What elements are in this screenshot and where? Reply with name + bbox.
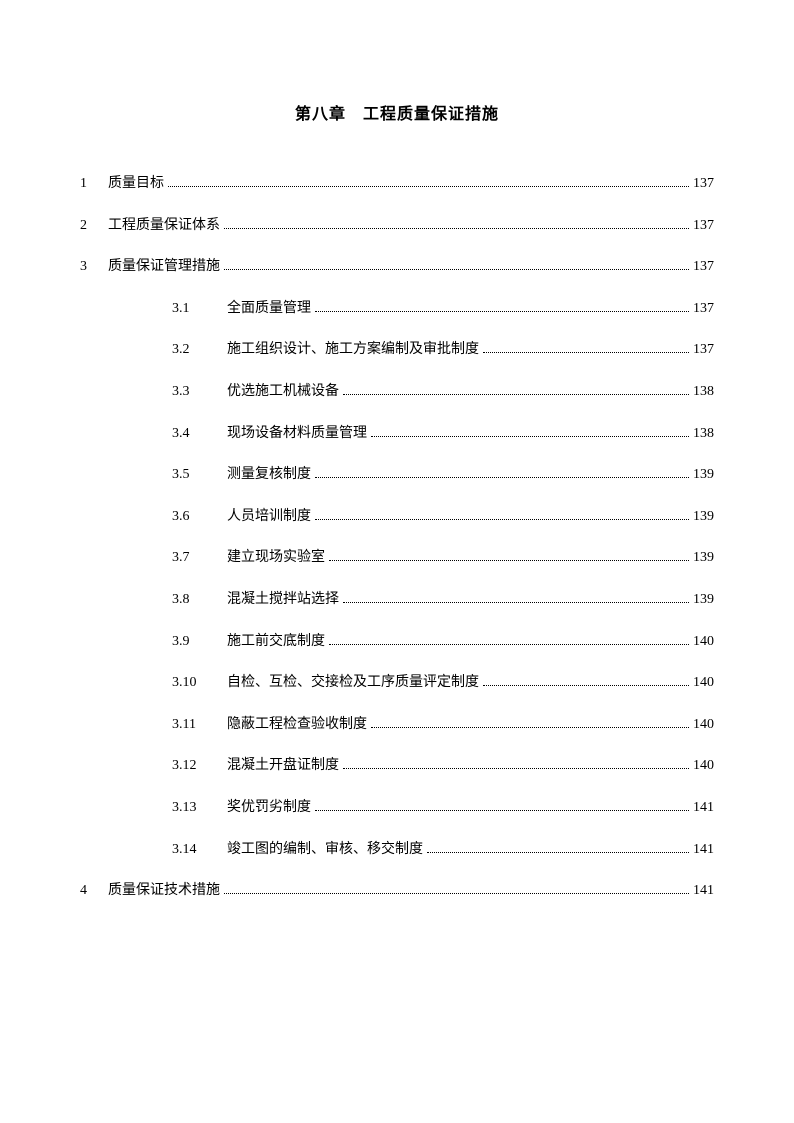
toc-page-number: 138 bbox=[693, 424, 714, 444]
toc-text: 优选施工机械设备 bbox=[227, 382, 339, 402]
toc-text: 现场设备材料质量管理 bbox=[227, 424, 367, 444]
toc-entry: 3.9施工前交底制度 140 bbox=[80, 632, 714, 652]
toc-entry: 3.7建立现场实验室 139 bbox=[80, 548, 714, 568]
toc-page-number: 137 bbox=[693, 299, 714, 319]
toc-leader-dots bbox=[315, 311, 689, 312]
table-of-contents: 1质量目标1372工程质量保证体系1373质量保证管理措施1373.1全面质量管… bbox=[80, 174, 714, 901]
toc-entry: 3.10自检、互检、交接检及工序质量评定制度 140 bbox=[80, 673, 714, 693]
toc-sub-number: 3.9 bbox=[172, 632, 227, 652]
toc-text: 混凝土搅拌站选择 bbox=[227, 590, 339, 610]
toc-text: 施工前交底制度 bbox=[227, 632, 325, 652]
toc-text: 奖优罚劣制度 bbox=[227, 798, 311, 818]
toc-text: 隐蔽工程检查验收制度 bbox=[227, 715, 367, 735]
toc-page-number: 138 bbox=[693, 382, 714, 402]
toc-page-number: 139 bbox=[693, 590, 714, 610]
toc-leader-dots bbox=[224, 228, 689, 229]
toc-leader-dots bbox=[315, 519, 689, 520]
toc-entry: 3.4现场设备材料质量管理 138 bbox=[80, 424, 714, 444]
toc-sub-number: 3.1 bbox=[172, 299, 227, 319]
toc-sub-number: 3.14 bbox=[172, 840, 227, 860]
toc-sub-number: 3.7 bbox=[172, 548, 227, 568]
toc-number: 4 bbox=[80, 881, 108, 901]
toc-sub-number: 3.5 bbox=[172, 465, 227, 485]
toc-leader-dots bbox=[371, 436, 689, 437]
toc-sub-number: 3.4 bbox=[172, 424, 227, 444]
toc-text: 质量保证技术措施 bbox=[108, 881, 220, 901]
toc-leader-dots bbox=[427, 852, 689, 853]
toc-sub-number: 3.10 bbox=[172, 673, 227, 693]
toc-page-number: 140 bbox=[693, 673, 714, 693]
toc-page-number: 140 bbox=[693, 632, 714, 652]
toc-leader-dots bbox=[329, 644, 689, 645]
toc-text: 质量保证管理措施 bbox=[108, 257, 220, 277]
toc-text: 测量复核制度 bbox=[227, 465, 311, 485]
toc-text: 施工组织设计、施工方案编制及审批制度 bbox=[227, 340, 479, 360]
toc-entry: 3.5测量复核制度 139 bbox=[80, 465, 714, 485]
toc-text: 质量目标 bbox=[108, 174, 164, 194]
toc-leader-dots bbox=[343, 602, 689, 603]
toc-entry: 3.12混凝土开盘证制度 140 bbox=[80, 756, 714, 776]
toc-page-number: 141 bbox=[693, 881, 714, 901]
toc-page-number: 137 bbox=[693, 340, 714, 360]
toc-leader-dots bbox=[483, 685, 689, 686]
toc-entry: 3.11隐蔽工程检查验收制度 140 bbox=[80, 715, 714, 735]
toc-leader-dots bbox=[315, 810, 689, 811]
toc-leader-dots bbox=[343, 768, 689, 769]
toc-page-number: 139 bbox=[693, 465, 714, 485]
toc-leader-dots bbox=[224, 893, 689, 894]
toc-entry: 2工程质量保证体系 137 bbox=[80, 216, 714, 236]
toc-entry: 4质量保证技术措施 141 bbox=[80, 881, 714, 901]
toc-text: 人员培训制度 bbox=[227, 507, 311, 527]
toc-entry: 3.8混凝土搅拌站选择 139 bbox=[80, 590, 714, 610]
toc-entry: 3.2施工组织设计、施工方案编制及审批制度 137 bbox=[80, 340, 714, 360]
toc-text: 全面质量管理 bbox=[227, 299, 311, 319]
toc-page-number: 137 bbox=[693, 174, 714, 194]
toc-leader-dots bbox=[483, 352, 689, 353]
toc-sub-number: 3.8 bbox=[172, 590, 227, 610]
toc-text: 混凝土开盘证制度 bbox=[227, 756, 339, 776]
toc-entry: 3.6人员培训制度 139 bbox=[80, 507, 714, 527]
toc-page-number: 141 bbox=[693, 798, 714, 818]
toc-sub-number: 3.2 bbox=[172, 340, 227, 360]
toc-sub-number: 3.12 bbox=[172, 756, 227, 776]
toc-leader-dots bbox=[168, 186, 689, 187]
toc-leader-dots bbox=[315, 477, 689, 478]
toc-entry: 3.14竣工图的编制、审核、移交制度 141 bbox=[80, 840, 714, 860]
toc-sub-number: 3.3 bbox=[172, 382, 227, 402]
toc-entry: 1质量目标 137 bbox=[80, 174, 714, 194]
toc-number: 1 bbox=[80, 174, 108, 194]
toc-text: 工程质量保证体系 bbox=[108, 216, 220, 236]
toc-sub-number: 3.6 bbox=[172, 507, 227, 527]
toc-page-number: 137 bbox=[693, 257, 714, 277]
toc-leader-dots bbox=[371, 727, 689, 728]
toc-page-number: 139 bbox=[693, 548, 714, 568]
chapter-title: 第八章 工程质量保证措施 bbox=[80, 100, 714, 124]
toc-page-number: 141 bbox=[693, 840, 714, 860]
toc-number: 2 bbox=[80, 216, 108, 236]
toc-entry: 3质量保证管理措施 137 bbox=[80, 257, 714, 277]
toc-page-number: 139 bbox=[693, 507, 714, 527]
toc-text: 竣工图的编制、审核、移交制度 bbox=[227, 840, 423, 860]
toc-sub-number: 3.11 bbox=[172, 715, 227, 735]
toc-page-number: 137 bbox=[693, 216, 714, 236]
toc-text: 自检、互检、交接检及工序质量评定制度 bbox=[227, 673, 479, 693]
toc-page-number: 140 bbox=[693, 756, 714, 776]
toc-text: 建立现场实验室 bbox=[227, 548, 325, 568]
toc-leader-dots bbox=[343, 394, 689, 395]
toc-leader-dots bbox=[329, 560, 689, 561]
toc-entry: 3.1全面质量管理 137 bbox=[80, 299, 714, 319]
toc-entry: 3.3优选施工机械设备 138 bbox=[80, 382, 714, 402]
toc-sub-number: 3.13 bbox=[172, 798, 227, 818]
toc-number: 3 bbox=[80, 257, 108, 277]
toc-entry: 3.13奖优罚劣制度 141 bbox=[80, 798, 714, 818]
toc-page-number: 140 bbox=[693, 715, 714, 735]
toc-leader-dots bbox=[224, 269, 689, 270]
